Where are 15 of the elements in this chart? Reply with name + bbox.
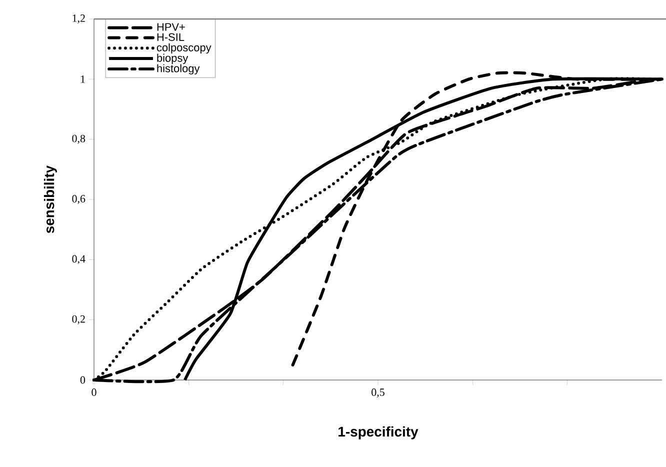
x-tick-label: 0,5: [372, 388, 384, 398]
legend-label: HPV+: [157, 23, 185, 31]
legend-label: H-SIL: [157, 33, 184, 41]
y-tick-label: 0,2: [72, 315, 85, 324]
x-axis-title: 1-specificity: [338, 426, 418, 440]
y-tick-label: 0,6: [72, 195, 86, 204]
y-tick-label: 1,2: [72, 14, 85, 24]
y-tick-label: 1: [80, 76, 85, 83]
legend-label: colposcopy: [156, 43, 212, 54]
legend-label: biopsy: [157, 54, 188, 64]
legend-label: histology: [157, 64, 200, 74]
y-tick-label: 0,4: [72, 255, 86, 264]
y-tick-label: 0,8: [72, 134, 86, 144]
y-tick-label: 0: [80, 376, 86, 384]
y-axis-title: sensibility: [44, 165, 57, 234]
